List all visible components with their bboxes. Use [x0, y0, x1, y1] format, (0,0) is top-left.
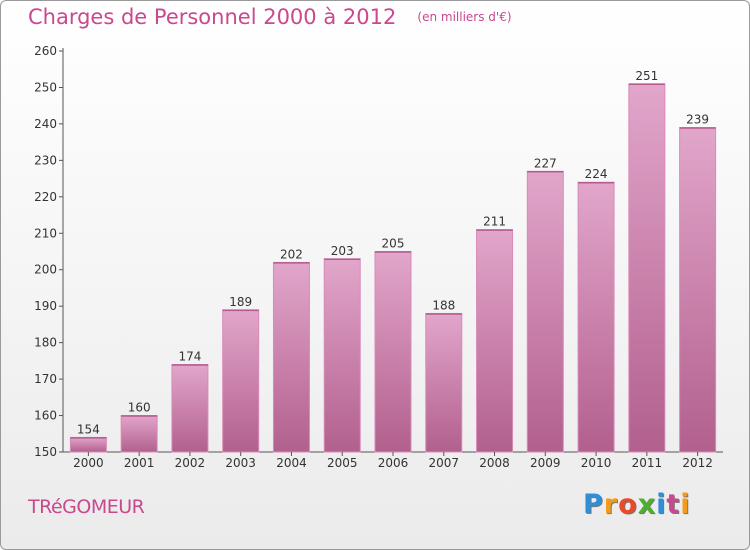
x-tick-label: 2002: [175, 456, 206, 470]
title-row: Charges de Personnel 2000 à 2012 (en mil…: [28, 5, 512, 29]
bar-value-label: 154: [77, 422, 100, 436]
logo-letter: r: [603, 489, 619, 520]
logo-letter: i: [680, 489, 691, 520]
bar-value-label: 174: [178, 350, 201, 364]
y-tick-label: 230: [34, 153, 57, 167]
bar: [222, 309, 260, 453]
x-tick-label: 2005: [327, 456, 358, 470]
x-tick-label: 2004: [276, 456, 307, 470]
chart-subtitle: (en milliers d'€): [417, 10, 512, 24]
bar: [425, 312, 463, 453]
x-tick-label: 2012: [682, 456, 713, 470]
y-tick-label: 160: [34, 409, 57, 423]
y-tick-label: 180: [34, 336, 57, 350]
bar-value-label: 205: [382, 237, 405, 251]
bar: [476, 229, 514, 453]
x-tick-label: 2003: [225, 456, 256, 470]
x-tick-label: 2009: [530, 456, 561, 470]
y-tick-label: 220: [34, 190, 57, 204]
bar: [577, 181, 615, 453]
logo-letter: o: [618, 489, 638, 520]
bar: [69, 436, 107, 453]
y-tick-label: 260: [34, 44, 57, 58]
bar: [120, 415, 158, 453]
bar-value-label: 239: [686, 113, 709, 127]
bar: [323, 258, 361, 453]
bar: [526, 170, 564, 453]
logo-letter: i: [656, 489, 667, 520]
bar-value-label: 202: [280, 247, 303, 261]
bar-value-label: 227: [534, 156, 557, 170]
bar-value-label: 188: [432, 298, 455, 312]
bar: [171, 364, 209, 453]
x-tick-label: 2001: [124, 456, 155, 470]
x-tick-label: 2008: [479, 456, 510, 470]
bar: [272, 261, 310, 453]
y-tick-label: 240: [34, 117, 57, 131]
bar: [628, 83, 666, 453]
logo-letter: P: [583, 489, 604, 520]
bar: [374, 251, 412, 453]
x-tick-label: 2007: [428, 456, 459, 470]
bar-value-label: 251: [635, 69, 658, 83]
y-tick-label: 210: [34, 226, 57, 240]
bar: [679, 127, 717, 453]
y-tick-label: 250: [34, 80, 57, 94]
bar-value-label: 211: [483, 215, 506, 229]
y-tick-label: 150: [34, 445, 57, 459]
bar-value-label: 160: [128, 401, 151, 415]
chart-title: Charges de Personnel 2000 à 2012: [28, 5, 397, 29]
x-tick-label: 2006: [378, 456, 409, 470]
logo-letter: t: [666, 489, 681, 520]
bar-value-label: 203: [331, 244, 354, 258]
x-tick-label: 2000: [73, 456, 104, 470]
y-tick-label: 190: [34, 299, 57, 313]
x-tick-label: 2010: [581, 456, 612, 470]
commune-name: TRéGOMEUR: [28, 496, 145, 518]
logo-letter: x: [637, 489, 657, 520]
bar-value-label: 224: [585, 167, 608, 181]
x-tick-label: 2011: [632, 456, 663, 470]
y-tick-label: 170: [34, 372, 57, 386]
bar-value-label: 189: [229, 295, 252, 309]
y-tick-label: 200: [34, 263, 57, 277]
proxiti-logo: Proxiti: [583, 489, 691, 520]
